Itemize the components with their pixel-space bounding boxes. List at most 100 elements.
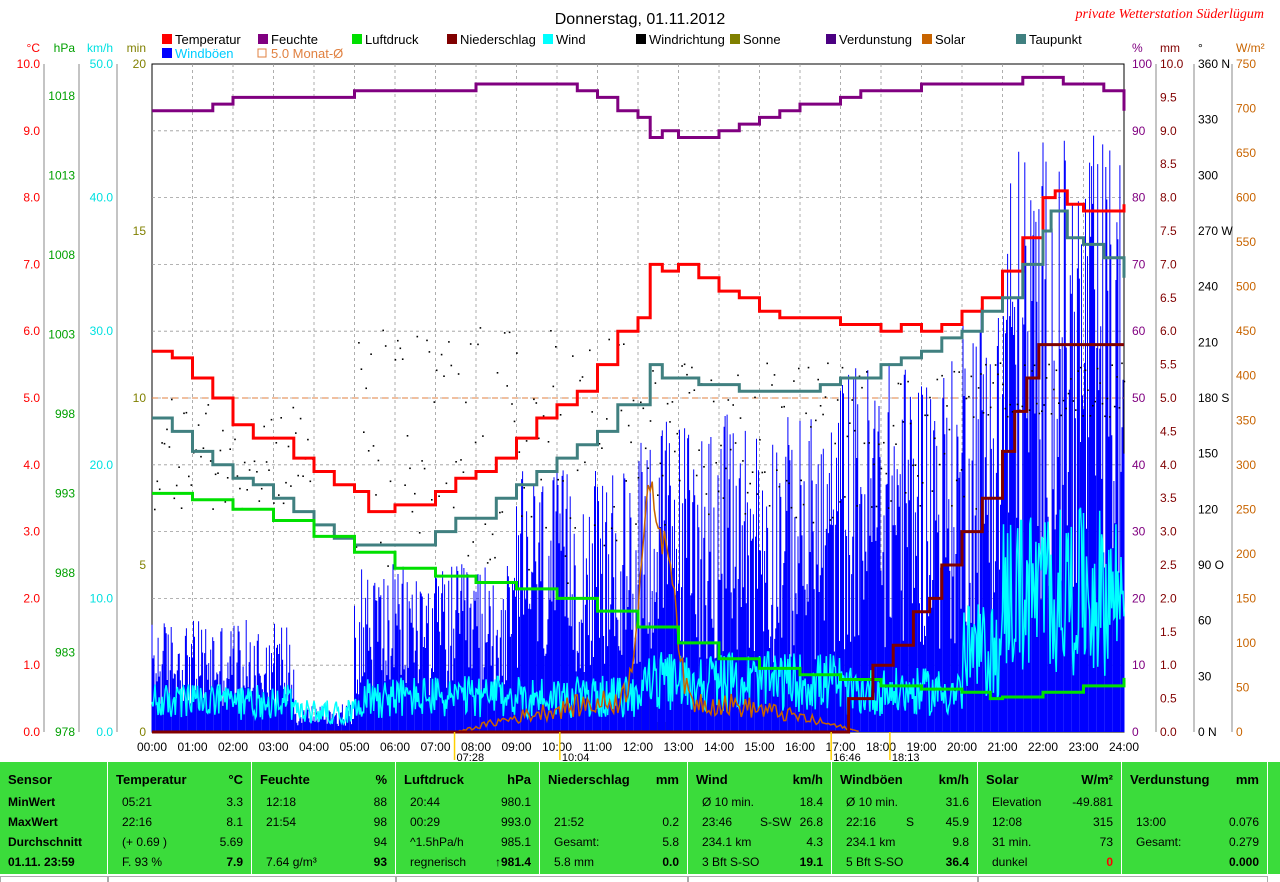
wind-direction-dot (363, 431, 365, 433)
chart-axes (43, 64, 1233, 732)
wind-direction-dot (693, 389, 696, 391)
wind-direction-dot (1079, 366, 1082, 369)
wind-direction-dot (1065, 407, 1067, 410)
wind-direction-dot (273, 502, 275, 504)
panel-row: Ø 10 min. 18.4 (688, 792, 831, 812)
panel-row: regnerisch ↑981.4 (396, 852, 539, 872)
time-tick-label: 00:00 (137, 740, 167, 754)
footer-segment (0, 876, 108, 882)
tick-label-min: 15 (133, 224, 147, 238)
wind-direction-dot (268, 469, 270, 471)
panel-row: 5.8 mm 0.0 (540, 852, 687, 872)
tick-label-hpa: 998 (55, 407, 75, 421)
tick-label-wm2: 50 (1236, 680, 1250, 694)
wind-direction-dot (175, 484, 178, 487)
tick-label-celsius: 2.0 (23, 591, 40, 605)
wind-direction-dot (491, 533, 494, 536)
panel-row (540, 792, 687, 812)
wind-direction-dot (644, 447, 647, 450)
time-tick-label: 04:00 (299, 740, 329, 754)
panel-header-label: Solar (986, 772, 1019, 787)
wind-direction-dot (389, 480, 392, 483)
wind-direction-dot (406, 435, 409, 437)
axis-unit-mm: mm (1160, 41, 1180, 55)
legend-swatch (258, 34, 268, 44)
panel-row-value: 0 (1106, 855, 1113, 869)
wind-direction-dot (912, 464, 914, 467)
time-tick-label: 18:00 (866, 740, 896, 754)
wind-direction-dot (1096, 367, 1099, 370)
wind-direction-dot (185, 411, 188, 414)
tick-label-degree: 360 N (1198, 57, 1230, 71)
wind-direction-dot (355, 546, 358, 548)
tick-label-mm: 10.0 (1160, 57, 1184, 71)
wind-direction-dot (219, 449, 222, 452)
wind-direction-dot (360, 368, 363, 370)
wind-direction-dot (686, 373, 688, 376)
wind-direction-dot (955, 479, 958, 482)
wind-direction-dot (559, 414, 562, 416)
wind-direction-dot (880, 467, 883, 470)
panel-header-label: Wind (696, 772, 728, 787)
series-lines (152, 75, 1126, 734)
wind-direction-dot (938, 463, 941, 466)
panel-row-left: Ø 10 min. (702, 795, 755, 809)
legend-label: Windböen (175, 46, 234, 61)
legend-label: 5.0 Monat-Ø (271, 46, 343, 61)
wind-direction-dot (278, 494, 280, 496)
wind-direction-dot (484, 523, 487, 525)
wind-direction-dot (433, 401, 436, 403)
wind-direction-dot (861, 386, 863, 389)
tick-label-mm: 7.5 (1160, 224, 1177, 238)
wind-direction-dot (654, 382, 657, 384)
wind-direction-dot (168, 446, 171, 448)
wind-direction-dot (598, 443, 601, 445)
wind-direction-dot (292, 406, 295, 409)
wind-direction-dot (297, 474, 299, 477)
wind-direction-dot (178, 466, 180, 468)
wind-direction-dot (987, 414, 990, 416)
panel-row-middle: S-SW (760, 815, 792, 829)
legend-swatch (730, 34, 740, 44)
wind-direction-dot (710, 379, 713, 382)
wind-direction-dot (608, 338, 610, 341)
wind-direction-dot (985, 363, 987, 366)
wind-direction-dot (1121, 362, 1123, 365)
time-tick-label: 24:00 (1109, 740, 1139, 754)
panel-header: Wind km/h (688, 770, 831, 790)
tick-label-mm: 0.0 (1160, 725, 1177, 739)
tick-label-mm: 2.5 (1160, 558, 1177, 572)
wind-direction-dot (1094, 400, 1096, 403)
wind-direction-dot (640, 401, 642, 404)
wind-direction-dot (1060, 414, 1062, 417)
panel-row-value: -49.881 (1072, 795, 1113, 809)
panel-row-left: 12:08 (992, 815, 1023, 829)
tick-label-wm2: 550 (1236, 235, 1256, 249)
panel-row: MaxWert (0, 812, 107, 832)
tick-label-min: 5 (139, 558, 146, 572)
tick-label-celsius: 10.0 (17, 57, 41, 71)
legend-swatch (543, 34, 553, 44)
time-tick-label: 01:00 (177, 740, 207, 754)
time-tick-label: 12:00 (623, 740, 653, 754)
panel-header-label: Sensor (8, 772, 53, 787)
wind-direction-dot (229, 448, 231, 450)
panel-row: 21:54 98 (252, 812, 395, 832)
wind-direction-dot (749, 482, 751, 485)
time-tick-label: 02:00 (218, 740, 248, 754)
wind-direction-dot (1024, 364, 1026, 366)
wind-direction-dot (545, 526, 547, 529)
wind-direction-dot (606, 418, 608, 420)
chart-title: Donnerstag, 01.11.2012 (555, 11, 726, 28)
panel-row: 05:21 3.3 (108, 792, 251, 812)
wind-direction-dot (591, 411, 593, 413)
wind-direction-dot (676, 432, 679, 435)
series-luftdruck (152, 491, 1126, 701)
axis-ticks: 10.09.08.07.06.05.04.03.02.01.00.0°C1018… (17, 41, 1265, 762)
wind-direction-dot (992, 382, 994, 384)
time-tick-label: 22:00 (1028, 740, 1058, 754)
tick-label-min: 20 (133, 57, 147, 71)
wind-direction-dot (197, 424, 200, 426)
panel-row: Durchschnitt (0, 832, 107, 852)
wind-direction-dot (773, 374, 776, 376)
